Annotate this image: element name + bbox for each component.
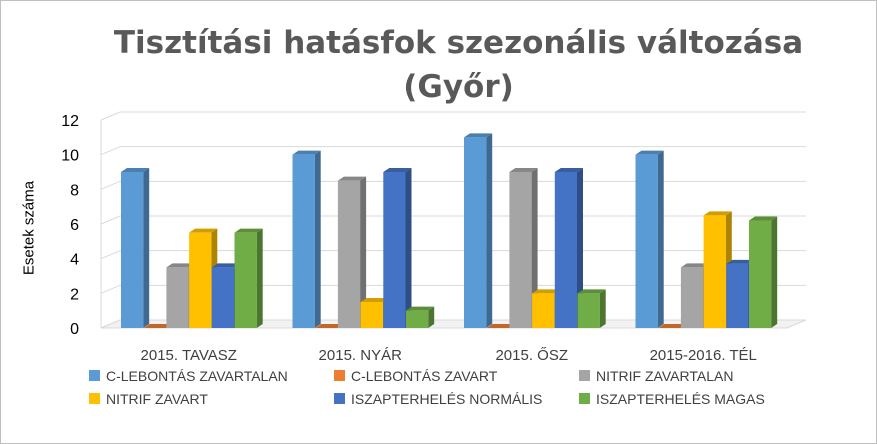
bar [635,154,658,328]
legend-item: NITRIF ZAVARTALAN [579,367,829,384]
bar-top [554,168,583,172]
y-tick-label: 6 [70,217,79,234]
bar-top [680,263,710,268]
legend-swatch [89,393,100,404]
legend-swatch [89,370,100,381]
bar-top [383,168,412,172]
legend-item: C-LEBONTÁS ZAVART [334,367,579,384]
legend-swatch [334,370,345,381]
bar [554,172,577,328]
gridline-side [100,284,121,294]
bar-side [256,228,263,328]
bar-side [657,150,664,328]
bar [680,267,704,328]
bar [189,232,212,328]
legend-label: C-LEBONTÁS ZAVART [351,367,498,384]
legend-item: ISZAPTERHELÉS MAGAS [579,390,829,407]
bar [749,220,772,328]
legend-item: NITRIF ZAVART [89,390,334,407]
chart-title-line-1: Tisztítási hatásfok szezonális változása [113,25,804,61]
bar [121,172,144,328]
legend-swatch [579,370,590,381]
bar [406,310,429,328]
gridline-side [100,146,121,156]
bar [292,154,315,328]
bar-top [406,306,435,311]
bar [509,172,532,328]
y-tick-label: 4 [70,252,79,269]
chart-title-line-2: (Győr) [403,69,514,105]
y-tick-label: 2 [70,286,79,303]
bar-side [143,168,150,328]
bar [211,267,234,328]
bar [703,215,726,328]
bar-top [532,289,561,294]
bar-side [531,168,538,328]
bar-top [658,324,687,328]
legend: C-LEBONTÁS ZAVARTALAN C-LEBONTÁS ZAVART NI… [89,367,829,407]
bar-top [749,216,778,221]
bar-top [726,259,755,264]
bar-side [486,133,493,328]
bar-top [703,211,732,216]
bar-side [577,168,583,328]
bar [577,293,600,328]
bar-side [314,150,321,328]
y-tick-label: 10 [61,148,79,165]
bar [337,180,361,328]
legend-item: ISZAPTERHELÉS NORMÁLIS [334,390,579,407]
legend-label: NITRIF ZAVART [106,390,208,407]
bar [464,137,487,328]
y-tick-label: 8 [70,182,79,199]
legend-label: ISZAPTERHELÉS MAGAS [596,390,765,407]
y-tick-label: 12 [61,113,79,130]
bar-top [486,324,515,328]
gridline-side [100,250,121,260]
chart-title: Tisztítási hatásfok szezonális változása… [1,21,876,109]
bar [383,172,406,328]
gridline-side [100,180,121,190]
bar-side [405,168,412,328]
legend-swatch [579,393,590,404]
bar-top [189,228,218,233]
legend-item: C-LEBONTÁS ZAVARTALAN [89,367,334,384]
bar-side [428,306,435,328]
x-tick-label: 2015. TAVASZ [141,347,237,364]
gridline-side [100,215,121,225]
bar-top [315,324,344,328]
bar [532,293,555,328]
bar-side [360,176,367,328]
bar-top [234,228,263,233]
bar-top [635,150,664,155]
gridline-side [100,111,121,121]
bar-side [771,216,778,328]
legend-label: C-LEBONTÁS ZAVARTALAN [106,367,288,384]
x-tick-label: 2015. NYÁR [319,347,403,364]
bar-top [577,289,606,294]
bar [234,232,257,328]
bar-top [464,133,493,138]
bar-top [143,324,172,328]
bar-top [509,168,538,172]
x-tick-label: 2015. ŐSZ [495,347,568,364]
bar [360,302,383,328]
bar [166,267,189,328]
legend-label: NITRIF ZAVARTALAN [596,367,734,384]
bar [726,263,749,328]
x-tick-label: 2015-2016. TÉL [650,347,757,364]
bar-top [337,176,367,181]
bar-top [121,168,150,172]
y-tick-label: 0 [70,321,79,338]
legend-label: ISZAPTERHELÉS NORMÁLIS [351,390,543,407]
bar-top [211,263,240,268]
bar-top [292,150,321,155]
legend-swatch [334,393,345,404]
bar-top [166,263,195,268]
bar-side [599,289,606,328]
bar-top [360,298,389,302]
